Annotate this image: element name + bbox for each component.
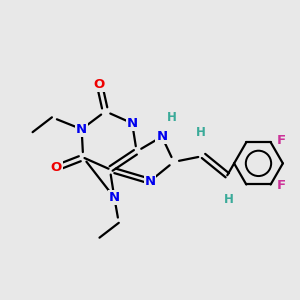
Text: H: H [196,126,206,139]
Text: O: O [94,78,105,91]
Text: N: N [109,191,120,204]
Text: H: H [224,193,234,206]
Text: O: O [51,161,62,174]
Text: N: N [144,175,156,188]
Text: H: H [167,111,177,124]
Text: F: F [277,134,286,147]
Text: N: N [76,123,87,136]
Text: N: N [127,117,138,130]
Text: N: N [156,130,167,143]
Text: F: F [277,179,286,193]
